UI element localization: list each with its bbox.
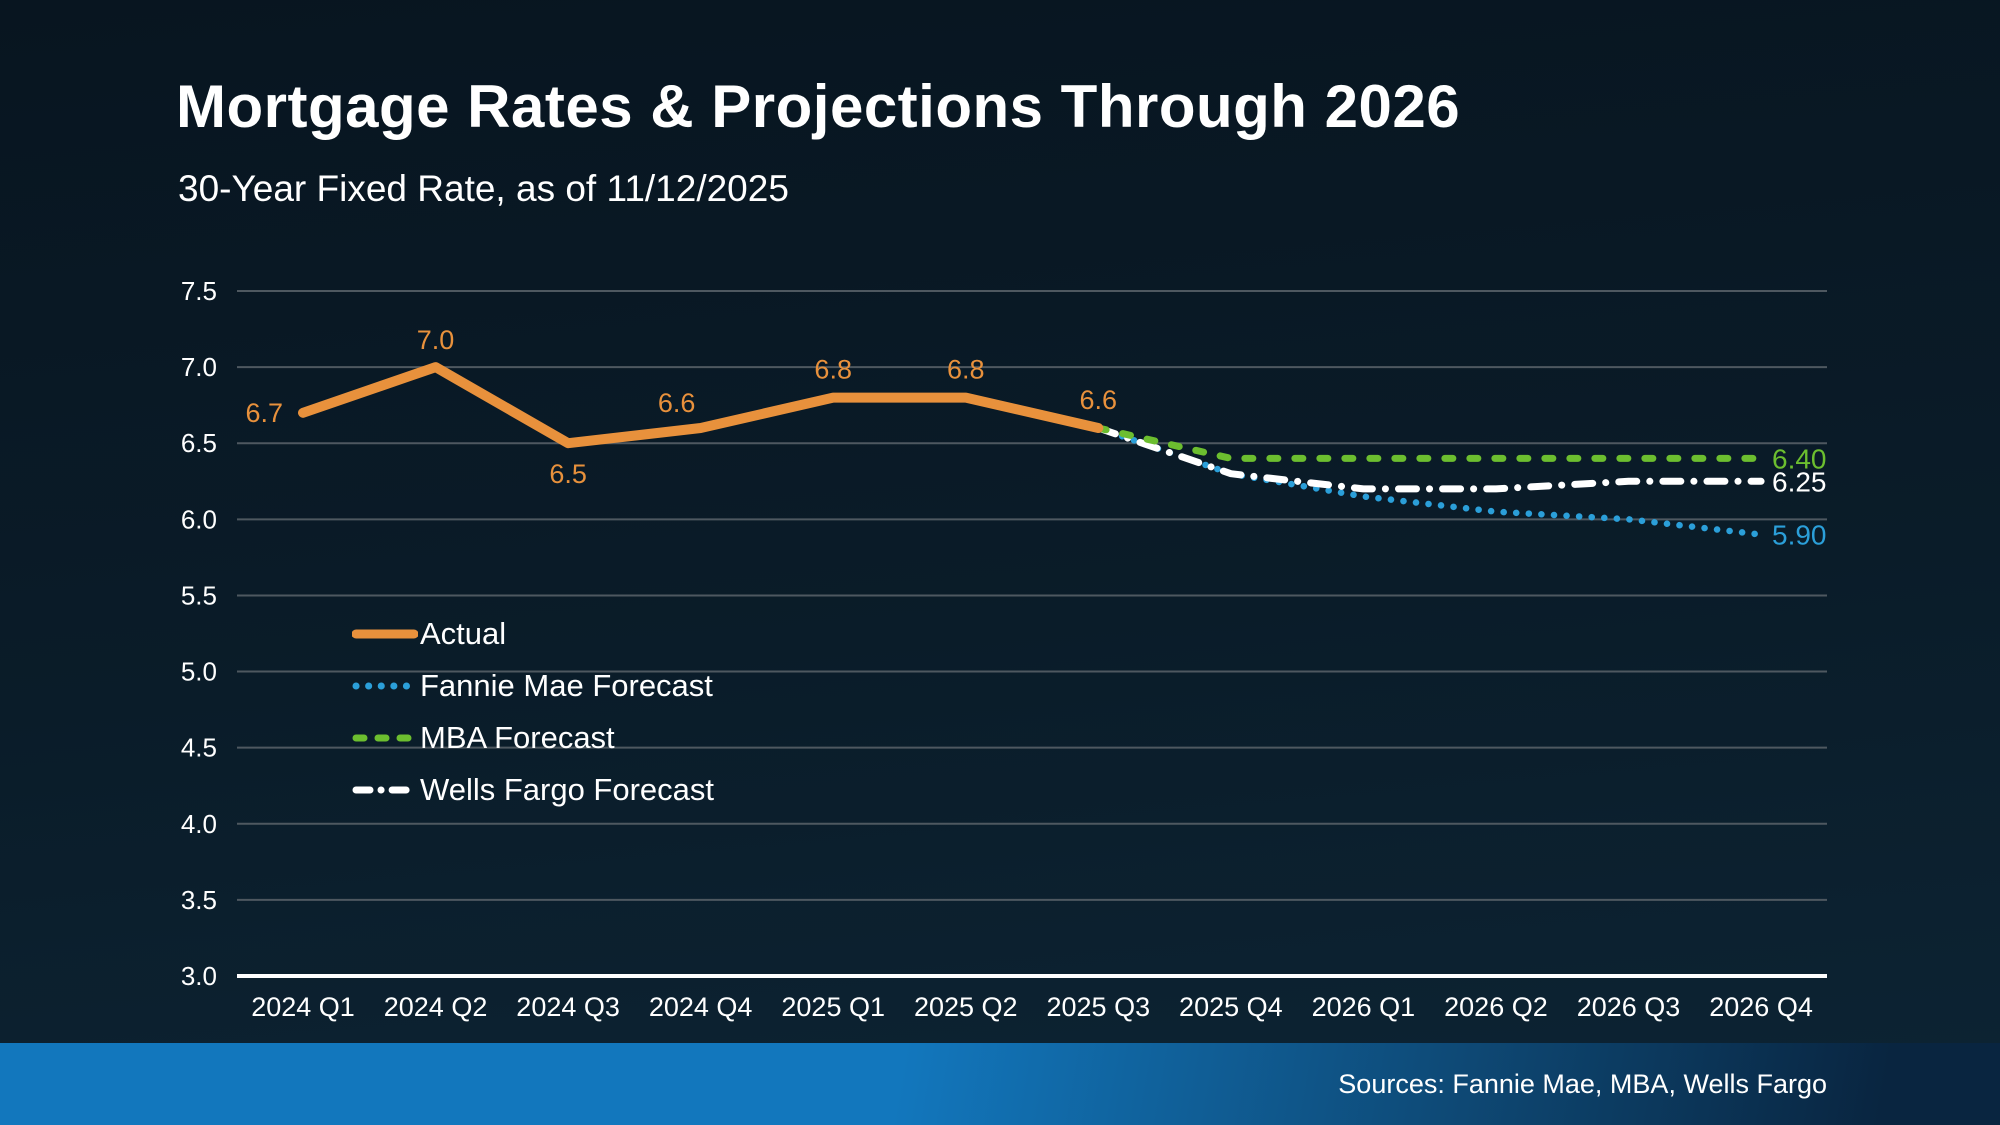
svg-text:2025 Q3: 2025 Q3 [1047,992,1151,1022]
legend-item-actual: Actual [352,608,714,660]
svg-text:6.6: 6.6 [1080,385,1118,415]
svg-text:3.5: 3.5 [181,885,217,915]
page-subtitle: 30-Year Fixed Rate, as of 11/12/2025 [178,168,789,209]
page-title: Mortgage Rates & Projections Through 202… [176,73,1461,140]
legend-label-actual: Actual [420,616,507,651]
svg-text:3.0: 3.0 [181,961,217,991]
legend-label-fannie-mae: Fannie Mae Forecast [420,668,713,703]
svg-text:2025 Q4: 2025 Q4 [1179,992,1283,1022]
wells-fargo-forecast-line [1094,424,1765,493]
sources-note: Sources: Fannie Mae, MBA, Wells Fargo [1338,1068,1827,1099]
svg-text:2026 Q1: 2026 Q1 [1312,992,1416,1022]
legend-item-wells-fargo-forecast: Wells Fargo Forecast [352,764,714,816]
mba-line-swatch-icon [352,734,418,742]
svg-text:2024 Q3: 2024 Q3 [516,992,620,1022]
fannie-mae-line-swatch-icon [352,682,418,690]
svg-text:4.5: 4.5 [181,733,217,763]
svg-text:2025 Q2: 2025 Q2 [914,992,1018,1022]
footer-band: Sources: Fannie Mae, MBA, Wells Fargo [0,1043,2000,1125]
svg-text:5.90: 5.90 [1772,520,1827,551]
svg-text:2025 Q1: 2025 Q1 [781,992,885,1022]
actual-line [298,362,1104,449]
svg-text:6.8: 6.8 [947,355,985,385]
mba-forecast-line [1094,424,1765,462]
svg-text:2024 Q4: 2024 Q4 [649,992,753,1022]
svg-text:7.5: 7.5 [181,276,217,306]
svg-text:5.0: 5.0 [181,657,217,687]
legend-label-wells-fargo: Wells Fargo Forecast [420,772,715,807]
legend-item-fannie-mae-forecast: Fannie Mae Forecast [352,660,714,712]
svg-text:2026 Q2: 2026 Q2 [1444,992,1548,1022]
svg-text:6.0: 6.0 [181,504,217,534]
svg-text:4.0: 4.0 [181,809,217,839]
svg-text:5.5: 5.5 [181,580,217,610]
svg-text:6.25: 6.25 [1772,466,1827,497]
gridlines [237,290,1827,901]
fannie-mae-forecast-line [1095,424,1765,538]
legend-item-mba-forecast: MBA Forecast [352,712,714,764]
svg-text:6.8: 6.8 [814,355,852,385]
x-axis-labels: 2024 Q1 2024 Q2 2024 Q3 2024 Q4 2025 Q1 2025 … [251,992,1813,1022]
svg-text:6.40: 6.40 [1772,443,1827,474]
svg-text:2024 Q1: 2024 Q1 [251,992,355,1022]
svg-text:6.6: 6.6 [658,388,696,418]
y-axis-labels: 3.0 3.5 4.0 4.5 5.0 5.5 6.0 6.5 7.0 7.5 [181,276,217,991]
svg-text:6.5: 6.5 [549,459,587,489]
end-labels: 5.90 6.406.25 [1772,443,1827,550]
svg-text:2024 Q2: 2024 Q2 [384,992,488,1022]
series-lines [298,362,1765,538]
svg-text:6.7: 6.7 [245,398,283,428]
wells-fargo-line-swatch-icon [352,786,418,794]
chart-legend: Actual Fannie Mae Forecast MBA Forecast … [352,608,714,816]
data-labels: 6.7 7.0 6.5 6.6 6.8 6.8 6.6 [245,325,1117,489]
svg-text:2026 Q4: 2026 Q4 [1709,992,1813,1022]
svg-text:7.0: 7.0 [417,325,455,355]
svg-text:6.5: 6.5 [181,428,217,458]
svg-text:7.0: 7.0 [181,352,217,382]
legend-label-mba: MBA Forecast [420,720,615,755]
actual-line-swatch-icon [352,629,418,639]
svg-text:2026 Q3: 2026 Q3 [1577,992,1681,1022]
